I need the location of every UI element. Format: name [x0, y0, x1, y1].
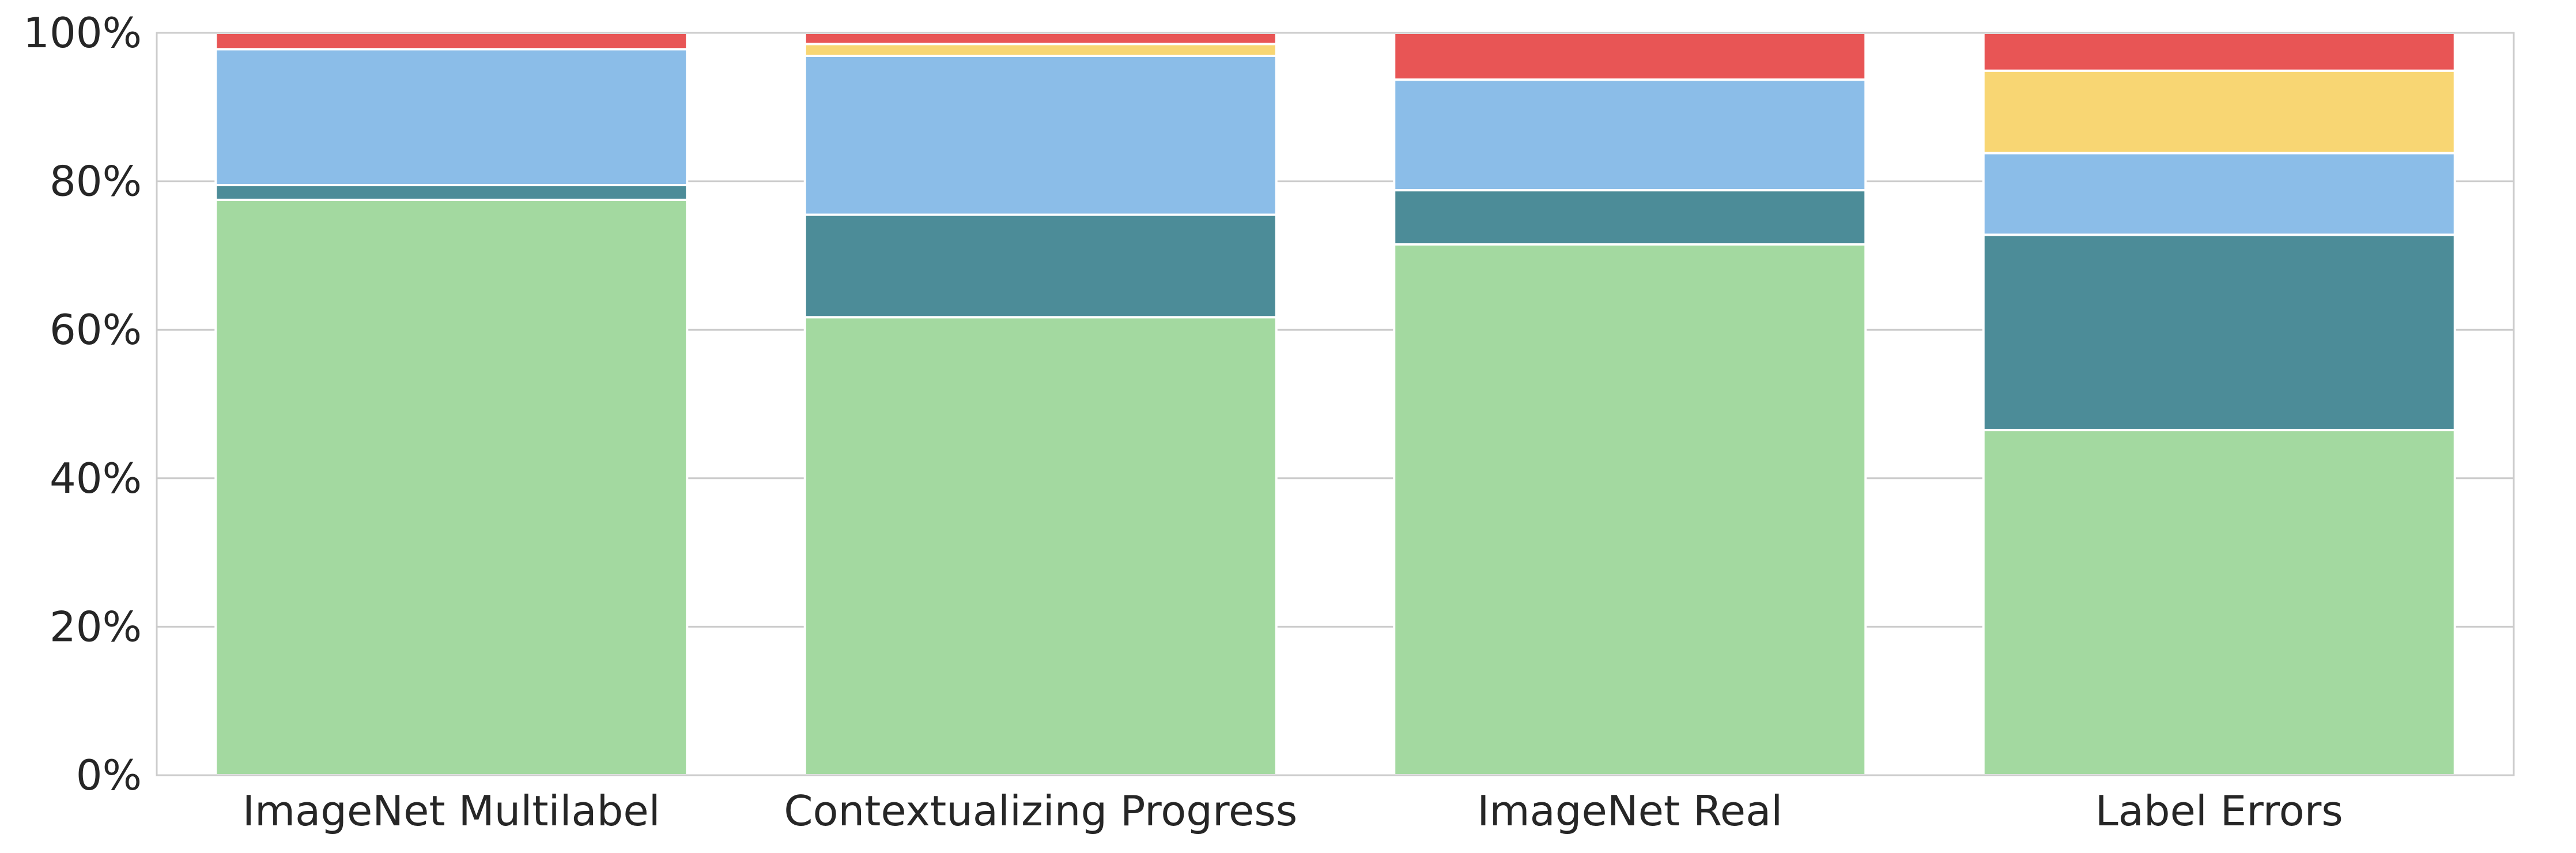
y-tick-label: 100% — [23, 9, 142, 57]
bar-segment — [803, 43, 1278, 57]
bars — [214, 32, 2456, 776]
y-tick-label: 60% — [50, 305, 142, 354]
bar-segment — [214, 198, 689, 776]
bar-segment — [214, 48, 689, 187]
plot-frame — [156, 32, 2515, 776]
bar-segment — [1982, 233, 2456, 432]
bar-segment — [214, 32, 689, 51]
y-axis-ticks: 0% 20% 40% 60% 80% 100% — [23, 9, 142, 799]
x-tick-label: Contextualizing Progress — [784, 787, 1297, 835]
bar-segment — [1982, 69, 2456, 154]
bar-segment — [803, 316, 1278, 776]
bar-segment — [1982, 429, 2456, 776]
x-tick-label: Label Errors — [2095, 787, 2343, 835]
y-tick-label: 0% — [76, 751, 142, 799]
y-tick-label: 80% — [50, 157, 142, 206]
bar-segment — [803, 54, 1278, 216]
bar-segment — [1393, 78, 1867, 192]
bar-segment — [1393, 243, 1867, 776]
y-tick-label: 20% — [50, 602, 142, 651]
bar-segment — [1393, 32, 1867, 81]
x-axis-ticks: ImageNet Multilabel Contextualizing Progr… — [243, 787, 2343, 835]
bar-segment — [214, 184, 689, 201]
x-tick-label: ImageNet Multilabel — [243, 787, 660, 835]
x-tick-label: ImageNet Real — [1477, 787, 1782, 835]
bar-segment — [1393, 189, 1867, 246]
y-tick-label: 40% — [50, 454, 142, 503]
bar-segment — [803, 32, 1278, 46]
bar-segment — [1982, 32, 2456, 72]
bar-segment — [803, 213, 1278, 319]
bar-segment — [1982, 152, 2456, 236]
